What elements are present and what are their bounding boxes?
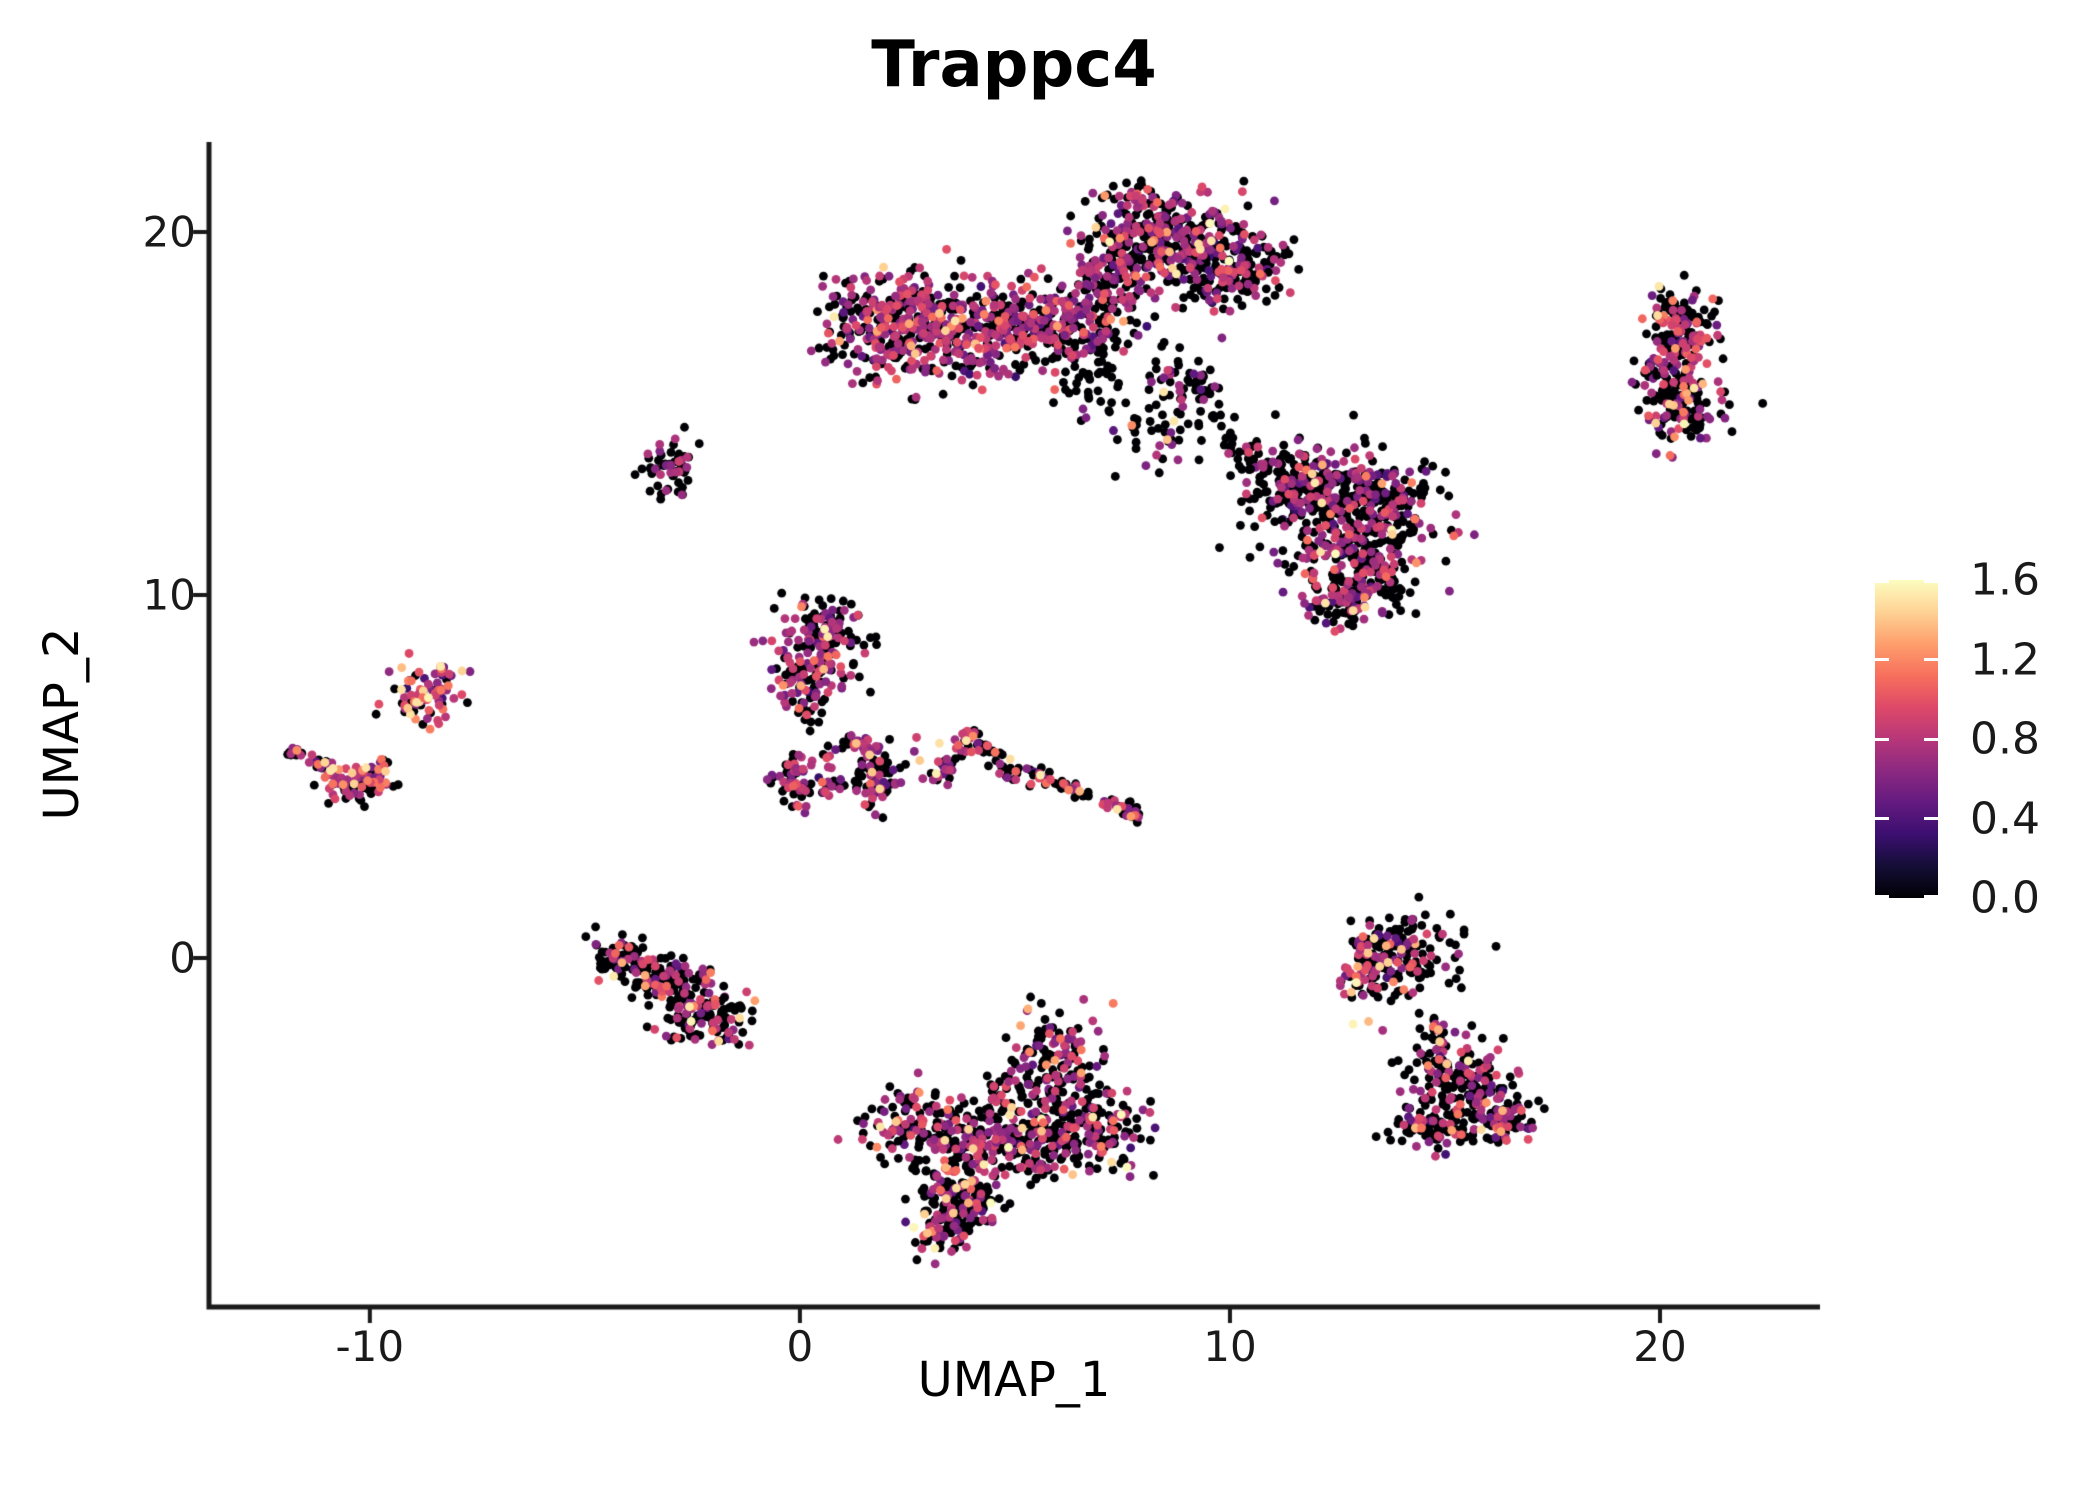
- colorbar-tick-mark: [1875, 658, 1889, 661]
- colorbar-tick-mark: [1875, 817, 1889, 820]
- y-tick-label: 10: [142, 570, 196, 620]
- colorbar-tick-mark: [1875, 737, 1889, 741]
- colorbar-tick-mark: [1924, 580, 1938, 583]
- colorbar-tick-label: 0.0: [1970, 872, 2040, 924]
- colorbar-tick-label: 1.2: [1970, 634, 2040, 685]
- x-tick-label: 0: [786, 1322, 814, 1371]
- colorbar-tick-label: 1.6: [1970, 554, 2040, 606]
- colorbar-tick-mark: [1875, 580, 1889, 583]
- colorbar-tick-mark: [1924, 737, 1938, 741]
- colorbar-tick-label: 0.4: [1970, 793, 2040, 844]
- colorbar-tick-mark: [1924, 895, 1938, 898]
- colorbar-tick-mark: [1924, 817, 1938, 820]
- y-tick-label: 20: [142, 207, 196, 257]
- x-axis-label: UMAP_1: [917, 1352, 1111, 1408]
- x-tick-label: 20: [1633, 1322, 1687, 1371]
- y-axis-label: UMAP_2: [34, 627, 90, 821]
- y-tick-label: 0: [169, 933, 196, 983]
- x-tick-label: -10: [335, 1322, 405, 1371]
- colorbar-tick-label: 0.8: [1970, 713, 2040, 765]
- colorbar-tick-mark: [1924, 658, 1938, 661]
- plot-title: Trappc4: [871, 28, 1157, 102]
- x-tick-label: 10: [1203, 1322, 1257, 1371]
- colorbar-tick-mark: [1875, 895, 1889, 898]
